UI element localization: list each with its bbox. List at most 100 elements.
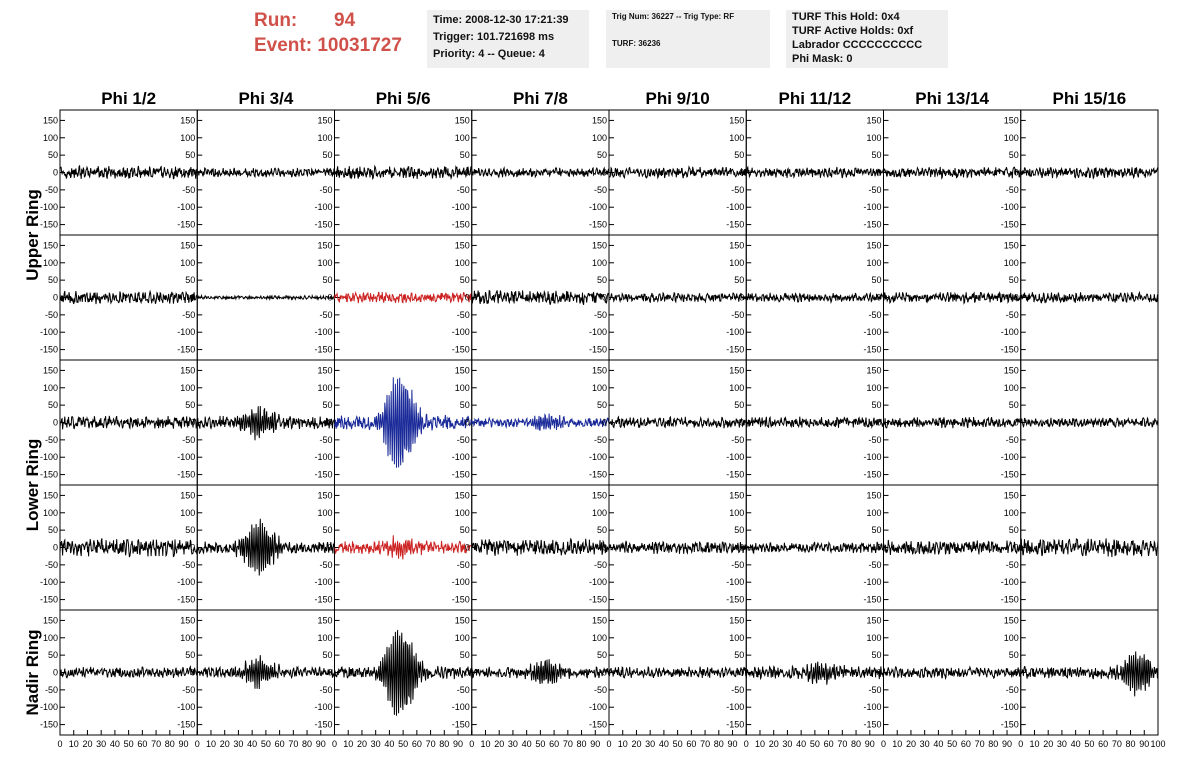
ytick-label-r2c4-1: 100 [592,383,607,393]
ytick-label-r3c4-5: -100 [589,577,607,587]
ytick-label-r2c0-2: 50 [48,400,58,410]
column-header-7: Phi 15/16 [1053,89,1127,108]
xtick-label-c7-5: 50 [1084,739,1094,749]
ytick-label-r2c1-1: 100 [180,383,195,393]
xtick-label-c3-4: 40 [522,739,532,749]
ytick-label-r1c1-6: -150 [177,345,195,355]
ytick-label-r4c2-2: 50 [322,650,332,660]
xtick-label-c6-0: 0 [881,739,886,749]
ytick-label-r1c2-2: 50 [322,275,332,285]
waveform-r0c6 [883,166,1022,180]
xtick-label-c6-9: 90 [1002,739,1012,749]
ytick-label-r0c1-5: -100 [177,202,195,212]
xtick-label-c0-3: 30 [96,739,106,749]
waveform-r0c7 [1020,166,1159,180]
ytick-label-r4c3-3: 0 [465,668,470,678]
ytick-label-r2c2-0: 150 [317,365,332,375]
ytick-label-r0c6-5: -100 [863,202,881,212]
ytick-label-r0c7-5: -100 [1001,202,1019,212]
ytick-label-r3c6-6: -150 [863,595,881,605]
ytick-label-r2c1-2: 50 [185,400,195,410]
ytick-label-r3c1-2: 50 [185,525,195,535]
ytick-label-r4c5-2: 50 [734,650,744,660]
waveform-r1c5 [745,291,884,305]
ytick-label-r0c4-5: -100 [589,202,607,212]
ytick-label-r4c4-2: 50 [597,650,607,660]
waveform-r3c7 [1020,538,1159,558]
ytick-label-r4c7-2: 50 [1009,650,1019,660]
ytick-label-r4c5-6: -150 [726,720,744,730]
ytick-label-r2c4-5: -100 [589,452,607,462]
ytick-label-r3c3-6: -150 [452,595,470,605]
ytick-label-r3c1-1: 100 [180,508,195,518]
ytick-label-r0c3-1: 100 [455,133,470,143]
ytick-label-r1c4-3: 0 [602,293,607,303]
xtick-label-c1-6: 60 [275,739,285,749]
ytick-label-r2c7-6: -150 [1001,470,1019,480]
ytick-label-r0c3-3: 0 [465,168,470,178]
ytick-label-r1c6-2: 50 [871,275,881,285]
ytick-label-r2c4-2: 50 [597,400,607,410]
ytick-label-r1c2-4: -50 [319,310,332,320]
xtick-label-c5-1: 10 [755,739,765,749]
ytick-label-r3c3-4: -50 [457,560,470,570]
ytick-label-r1c1-0: 150 [180,240,195,250]
ytick-label-r2c3-3: 0 [465,418,470,428]
ytick-label-r1c6-0: 150 [866,240,881,250]
turf-line: TURF: 36236 [612,39,661,48]
waveform-r1c7 [1020,290,1159,304]
ytick-label-r2c1-4: -50 [182,435,195,445]
ytick-label-r4c6-4: -50 [868,685,881,695]
xtick-label-c2-5: 50 [398,739,408,749]
ytick-label-r3c7-5: -100 [1001,577,1019,587]
ytick-label-r3c1-4: -50 [182,560,195,570]
ytick-label-r4c4-6: -150 [589,720,607,730]
ytick-label-r4c2-1: 100 [317,633,332,643]
ytick-label-r2c5-4: -50 [731,435,744,445]
ytick-label-r4c0-3: 0 [53,668,58,678]
ytick-label-r0c2-6: -150 [314,220,332,230]
ytick-label-r2c3-2: 50 [460,400,470,410]
ytick-label-r1c6-3: 0 [876,293,881,303]
xtick-label-c5-7: 70 [837,739,847,749]
ytick-label-r0c6-4: -50 [868,185,881,195]
ytick-label-r1c1-2: 50 [185,275,195,285]
xtick-label-c4-2: 20 [631,739,641,749]
ytick-label-r0c4-6: -150 [589,220,607,230]
ytick-label-r0c5-4: -50 [731,185,744,195]
xtick-label-c2-0: 0 [332,739,337,749]
ytick-label-r4c2-0: 150 [317,615,332,625]
xtick-label-c3-0: 0 [469,739,474,749]
ytick-label-r2c0-1: 100 [43,383,58,393]
ytick-label-r1c5-1: 100 [729,258,744,268]
ytick-label-r1c1-4: -50 [182,310,195,320]
ytick-label-r4c4-4: -50 [594,685,607,695]
xtick-label-c0-4: 40 [110,739,120,749]
ytick-label-r1c0-2: 50 [48,275,58,285]
waveform-r4c6 [883,665,1022,681]
ytick-label-r0c4-3: 0 [602,168,607,178]
ytick-label-r3c6-1: 100 [866,508,881,518]
xtick-label-c4-9: 90 [728,739,738,749]
ytick-label-r2c6-5: -100 [863,452,881,462]
ytick-label-r3c0-1: 100 [43,508,58,518]
xtick-label-c0-1: 10 [69,739,79,749]
ytick-label-r3c3-1: 100 [455,508,470,518]
ytick-label-r3c3-5: -100 [452,577,470,587]
ytick-label-r4c2-6: -150 [314,720,332,730]
ytick-label-r0c6-1: 100 [866,133,881,143]
xtick-label-c5-4: 40 [796,739,806,749]
ytick-label-r4c3-4: -50 [457,685,470,695]
xtick-label-c4-6: 60 [686,739,696,749]
ytick-label-r4c4-1: 100 [592,633,607,643]
ytick-label-r3c2-6: -150 [314,595,332,605]
waveform-r0c5 [745,165,884,179]
ytick-label-r3c7-3: 0 [1014,543,1019,553]
xtick-label-c3-5: 50 [535,739,545,749]
waveform-r3c6 [883,539,1022,555]
xtick-label-c7-2: 20 [1043,739,1053,749]
xtick-label-c0-7: 70 [151,739,161,749]
ytick-label-r2c3-0: 150 [455,365,470,375]
ytick-label-r3c4-0: 150 [592,490,607,500]
ytick-label-r3c4-3: 0 [602,543,607,553]
